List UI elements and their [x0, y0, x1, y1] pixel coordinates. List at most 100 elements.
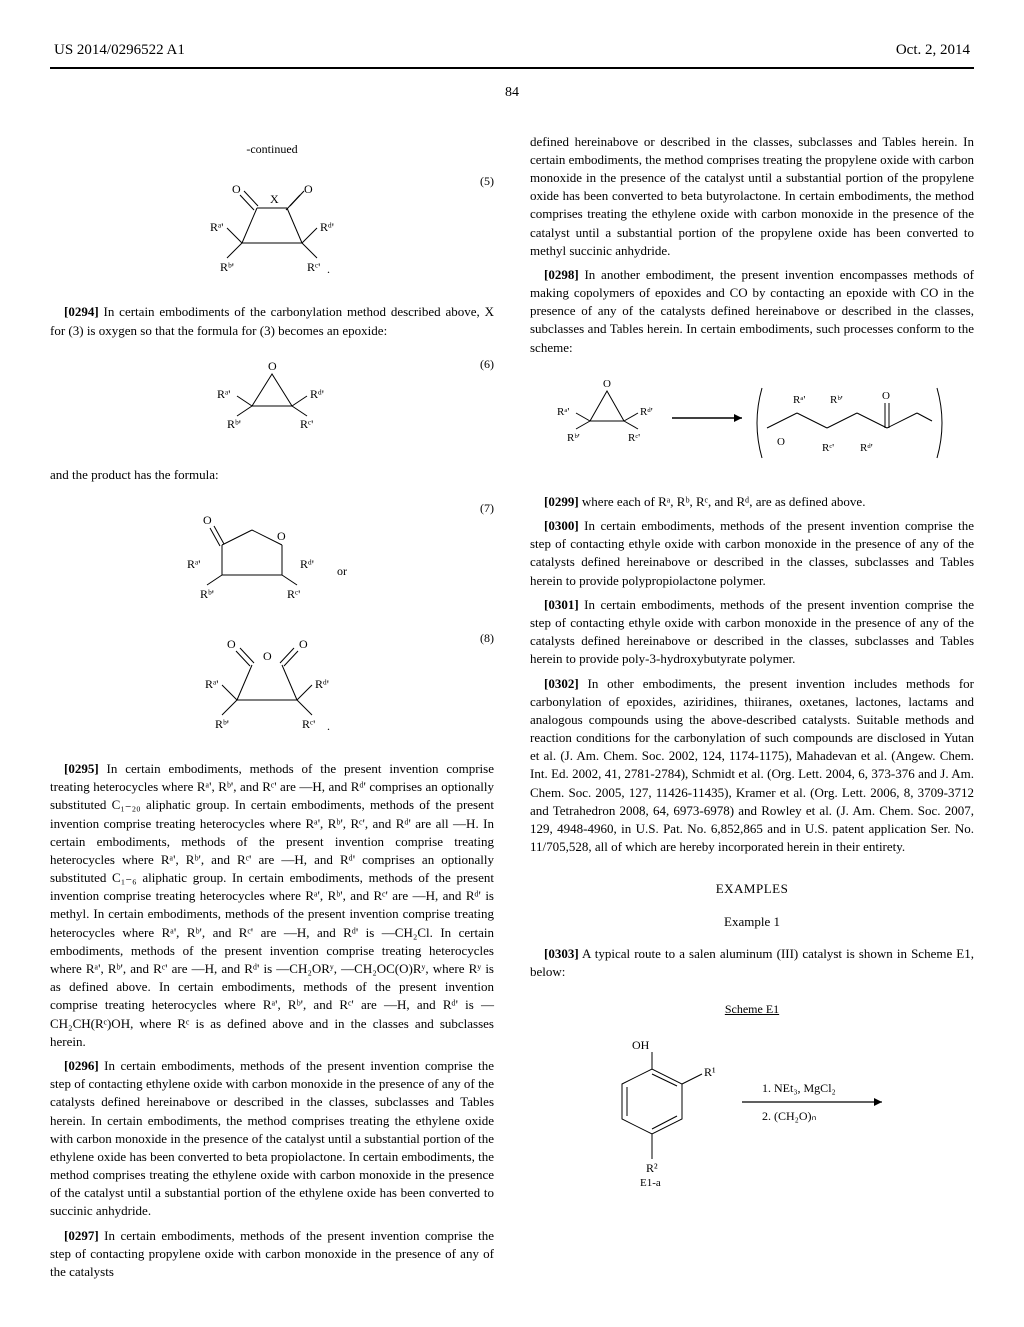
example1-heading: Example 1: [530, 913, 974, 931]
svg-text:Rᵈ': Rᵈ': [640, 406, 653, 418]
formula-5: (5) O: [50, 173, 494, 283]
svg-text:Rᵇ': Rᵇ': [215, 717, 229, 731]
para-0303: [0303] A typical route to a salen alumin…: [530, 945, 974, 981]
svg-text:Rᵃ': Rᵃ': [557, 406, 569, 418]
formula-7-label: (7): [480, 500, 494, 517]
text-0302: In other embodiments, the present invent…: [530, 676, 974, 855]
svg-text:Rᶜ': Rᶜ': [300, 417, 313, 431]
svg-text:.: .: [327, 719, 330, 733]
svg-text:X: X: [270, 192, 279, 206]
svg-text:Rᵇ': Rᵇ': [200, 587, 214, 601]
header-rule: [50, 67, 974, 69]
svg-text:O: O: [227, 637, 236, 651]
para-0302: [0302] In other embodiments, the present…: [530, 675, 974, 857]
text-0298: In another embodiment, the present inven…: [530, 267, 974, 355]
formula-8-svg: O O O Rᵃ' Rᵇ' Rᶜ' Rᵈ' .: [177, 630, 367, 740]
svg-text:Rᶜ': Rᶜ': [287, 587, 300, 601]
pnum-0299: [0299]: [544, 494, 579, 509]
para-0301: [0301] In certain embodiments, methods o…: [530, 596, 974, 669]
svg-text:Rᵈ': Rᵈ': [310, 387, 324, 401]
pnum-0302: [0302]: [544, 676, 579, 691]
svg-text:or: or: [337, 564, 347, 578]
content-columns: -continued (5): [50, 133, 974, 1288]
svg-text:Rᶜ': Rᶜ': [628, 432, 640, 444]
page-root: US 2014/0296522 A1 Oct. 2, 2014 84 -cont…: [0, 0, 1024, 1327]
text-0295: In certain embodiments, methods of the p…: [50, 761, 494, 1049]
formula-7: (7) O O Rᵃ' Rᵇ': [50, 500, 494, 610]
scheme-e1-label: Scheme E1: [530, 1001, 974, 1018]
left-column: -continued (5): [50, 133, 494, 1288]
svg-text:O: O: [299, 637, 308, 651]
svg-text:Rᵈ': Rᵈ': [300, 557, 314, 571]
svg-text:Rᵃ': Rᵃ': [210, 220, 223, 234]
header-left: US 2014/0296522 A1: [54, 40, 185, 61]
pnum-0300: [0300]: [544, 518, 579, 533]
pnum-0295: [0295]: [64, 761, 99, 776]
para-0294: [0294] In certain embodiments of the car…: [50, 303, 494, 339]
para-0299: [0299] where each of Rᵃ, Rᵇ, Rᶜ, and Rᵈ,…: [530, 493, 974, 511]
para-0295: [0295] In certain embodiments, methods o…: [50, 760, 494, 1051]
pnum-0296: [0296]: [64, 1058, 99, 1073]
svg-text:R¹: R¹: [704, 1065, 716, 1079]
formula-5-label: (5): [480, 173, 494, 190]
text-0301: In certain embodiments, methods of the p…: [530, 597, 974, 667]
formula-8-label: (8): [480, 630, 494, 647]
formula-8: (8) O O O Rᵃ' Rᵇ': [50, 630, 494, 740]
continued-label: -continued: [50, 141, 494, 158]
svg-text:Rᶜ': Rᶜ': [302, 717, 315, 731]
svg-text:O: O: [277, 529, 286, 543]
scheme-e1-svg: OH R¹ R² E1-a 1. NEt₃, MgCl₂ 2. (CH₂O)ₙ: [562, 1034, 942, 1204]
svg-text:Rᵃ': Rᵃ': [217, 387, 230, 401]
svg-text:1. NEt₃, MgCl₂: 1. NEt₃, MgCl₂: [762, 1081, 836, 1095]
svg-text:R²: R²: [646, 1161, 658, 1175]
svg-text:O: O: [882, 390, 890, 402]
svg-text:E1-a: E1-a: [640, 1177, 661, 1189]
svg-text:O: O: [203, 513, 212, 527]
pnum-0303: [0303]: [544, 946, 579, 961]
top-continuation: defined hereinabove or described in the …: [530, 133, 974, 260]
svg-text:2. (CH₂O)ₙ: 2. (CH₂O)ₙ: [762, 1109, 817, 1123]
text-0297: In certain embodiments, methods of the p…: [50, 1228, 494, 1279]
reaction-scheme: O Rᵃ' Rᵇ' Rᶜ' Rᵈ': [530, 373, 974, 473]
svg-text:Rᵇ': Rᵇ': [567, 432, 580, 444]
svg-text:O: O: [232, 182, 241, 196]
text-0300: In certain embodiments, methods of the p…: [530, 518, 974, 588]
svg-text:Rᵈ': Rᵈ': [315, 677, 329, 691]
svg-text:OH: OH: [632, 1038, 650, 1052]
para-0297: [0297] In certain embodiments, methods o…: [50, 1227, 494, 1282]
product-intro: and the product has the formula:: [50, 466, 494, 484]
page-header: US 2014/0296522 A1 Oct. 2, 2014: [50, 40, 974, 61]
svg-text:Rᵇ': Rᵇ': [830, 394, 843, 406]
text-0294: In certain embodiments of the carbonylat…: [50, 304, 494, 337]
text-0303: A typical route to a salen aluminum (III…: [530, 946, 974, 979]
svg-text:.: .: [327, 262, 330, 276]
examples-heading: EXAMPLES: [530, 880, 974, 898]
right-column: defined hereinabove or described in the …: [530, 133, 974, 1288]
formula-6-svg: O Rᵃ' Rᵇ' Rᶜ' Rᵈ': [192, 356, 352, 436]
formula-6: (6) O Rᵃ' Rᵇ' Rᶜ' Rᵈ': [50, 356, 494, 446]
page-number: 84: [50, 83, 974, 103]
svg-text:Rᵈ': Rᵈ': [860, 442, 873, 454]
svg-text:Rᶜ': Rᶜ': [307, 260, 320, 274]
text-0296: In certain embodiments, methods of the p…: [50, 1058, 494, 1219]
svg-text:Rᵃ': Rᵃ': [205, 677, 218, 691]
text-0299: where each of Rᵃ, Rᵇ, Rᶜ, and Rᵈ, are as…: [582, 494, 866, 509]
para-0296: [0296] In certain embodiments, methods o…: [50, 1057, 494, 1221]
formula-6-label: (6): [480, 356, 494, 373]
svg-text:Rᵃ': Rᵃ': [187, 557, 200, 571]
svg-text:Rᵃ': Rᵃ': [793, 394, 805, 406]
reaction-scheme-svg: O Rᵃ' Rᵇ' Rᶜ' Rᵈ': [552, 373, 952, 473]
svg-text:O: O: [268, 359, 277, 373]
svg-text:O: O: [263, 649, 272, 663]
svg-text:O: O: [777, 436, 785, 448]
pnum-0297: [0297]: [64, 1228, 99, 1243]
formula-7-svg: O O Rᵃ' Rᵇ' Rᶜ' Rᵈ' or: [167, 500, 377, 610]
header-right: Oct. 2, 2014: [896, 40, 970, 61]
svg-text:Rᶜ': Rᶜ': [822, 442, 834, 454]
scheme-e1: OH R¹ R² E1-a 1. NEt₃, MgCl₂ 2. (CH₂O)ₙ: [530, 1034, 974, 1204]
pnum-0301: [0301]: [544, 597, 579, 612]
svg-text:O: O: [304, 182, 313, 196]
svg-text:O: O: [603, 378, 611, 390]
para-0298: [0298] In another embodiment, the presen…: [530, 266, 974, 357]
pnum-0298: [0298]: [544, 267, 579, 282]
